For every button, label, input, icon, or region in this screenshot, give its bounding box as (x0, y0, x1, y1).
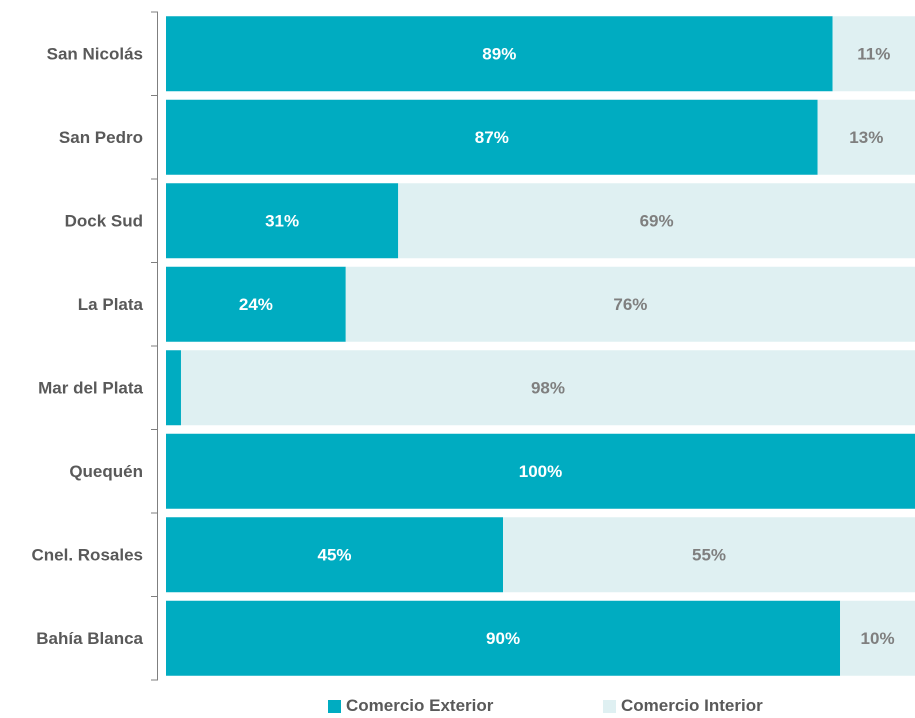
bars-group: 89% 11% 87% 13% 31% 69% 24% 76% 98% 100% 45% 55% 90%… (166, 16, 915, 676)
legend-item-exterior: Comercio Exterior (328, 696, 493, 716)
bar-comercio-interior (817, 99, 915, 175)
data-label: 76% (613, 295, 647, 314)
bar-comercio-exterior (166, 350, 181, 426)
category-label: San Nicolás (47, 44, 143, 63)
category-axis: San Nicolás San Pedro Dock Sud La Plata Mar … (32, 11, 158, 681)
data-label: 98% (531, 378, 565, 397)
legend-swatch-interior (603, 699, 616, 713)
category-label: San Pedro (59, 128, 143, 147)
bar-comercio-interior (398, 183, 915, 259)
data-label: 69% (640, 211, 674, 230)
data-label: 31% (265, 211, 299, 230)
category-label: Dock Sud (65, 211, 143, 230)
bar-comercio-exterior (166, 99, 818, 175)
data-label: 55% (692, 545, 726, 564)
data-label: 13% (849, 128, 883, 147)
bar-comercio-exterior (166, 183, 399, 259)
category-label: Cnel. Rosales (32, 545, 144, 564)
bar-comercio-exterior (166, 433, 915, 509)
bar-comercio-interior (345, 266, 915, 342)
category-label: Bahía Blanca (36, 629, 143, 648)
data-label: 89% (482, 44, 516, 63)
data-label: 24% (239, 295, 273, 314)
data-label: 100% (519, 462, 562, 481)
legend-swatch-exterior (328, 699, 341, 713)
bar-comercio-interior (832, 16, 915, 92)
data-label: 11% (857, 44, 890, 63)
legend-label-exterior: Comercio Exterior (346, 696, 494, 715)
data-label: 87% (475, 128, 509, 147)
bar-comercio-exterior (166, 16, 833, 92)
bar-comercio-interior (840, 600, 915, 676)
legend: Comercio Exterior Comercio Interior (0, 696, 915, 718)
legend-label-interior: Comercio Interior (621, 696, 763, 715)
bar-comercio-exterior (166, 266, 346, 342)
category-label: Quequén (69, 462, 143, 481)
category-label: Mar del Plata (38, 378, 143, 397)
bar-comercio-exterior (166, 517, 504, 593)
stacked-bar-chart: 89% 11% 87% 13% 31% 69% 24% 76% 98% 100% 45% 55% 90%… (32, 11, 915, 681)
data-label: 10% (861, 629, 895, 648)
bar-comercio-interior (180, 350, 915, 426)
data-label: 45% (318, 545, 352, 564)
data-label: 90% (486, 629, 520, 648)
bar-comercio-interior (503, 517, 915, 593)
bar-comercio-exterior (166, 600, 841, 676)
category-label: La Plata (78, 295, 144, 314)
legend-item-interior: Comercio Interior (603, 696, 763, 716)
